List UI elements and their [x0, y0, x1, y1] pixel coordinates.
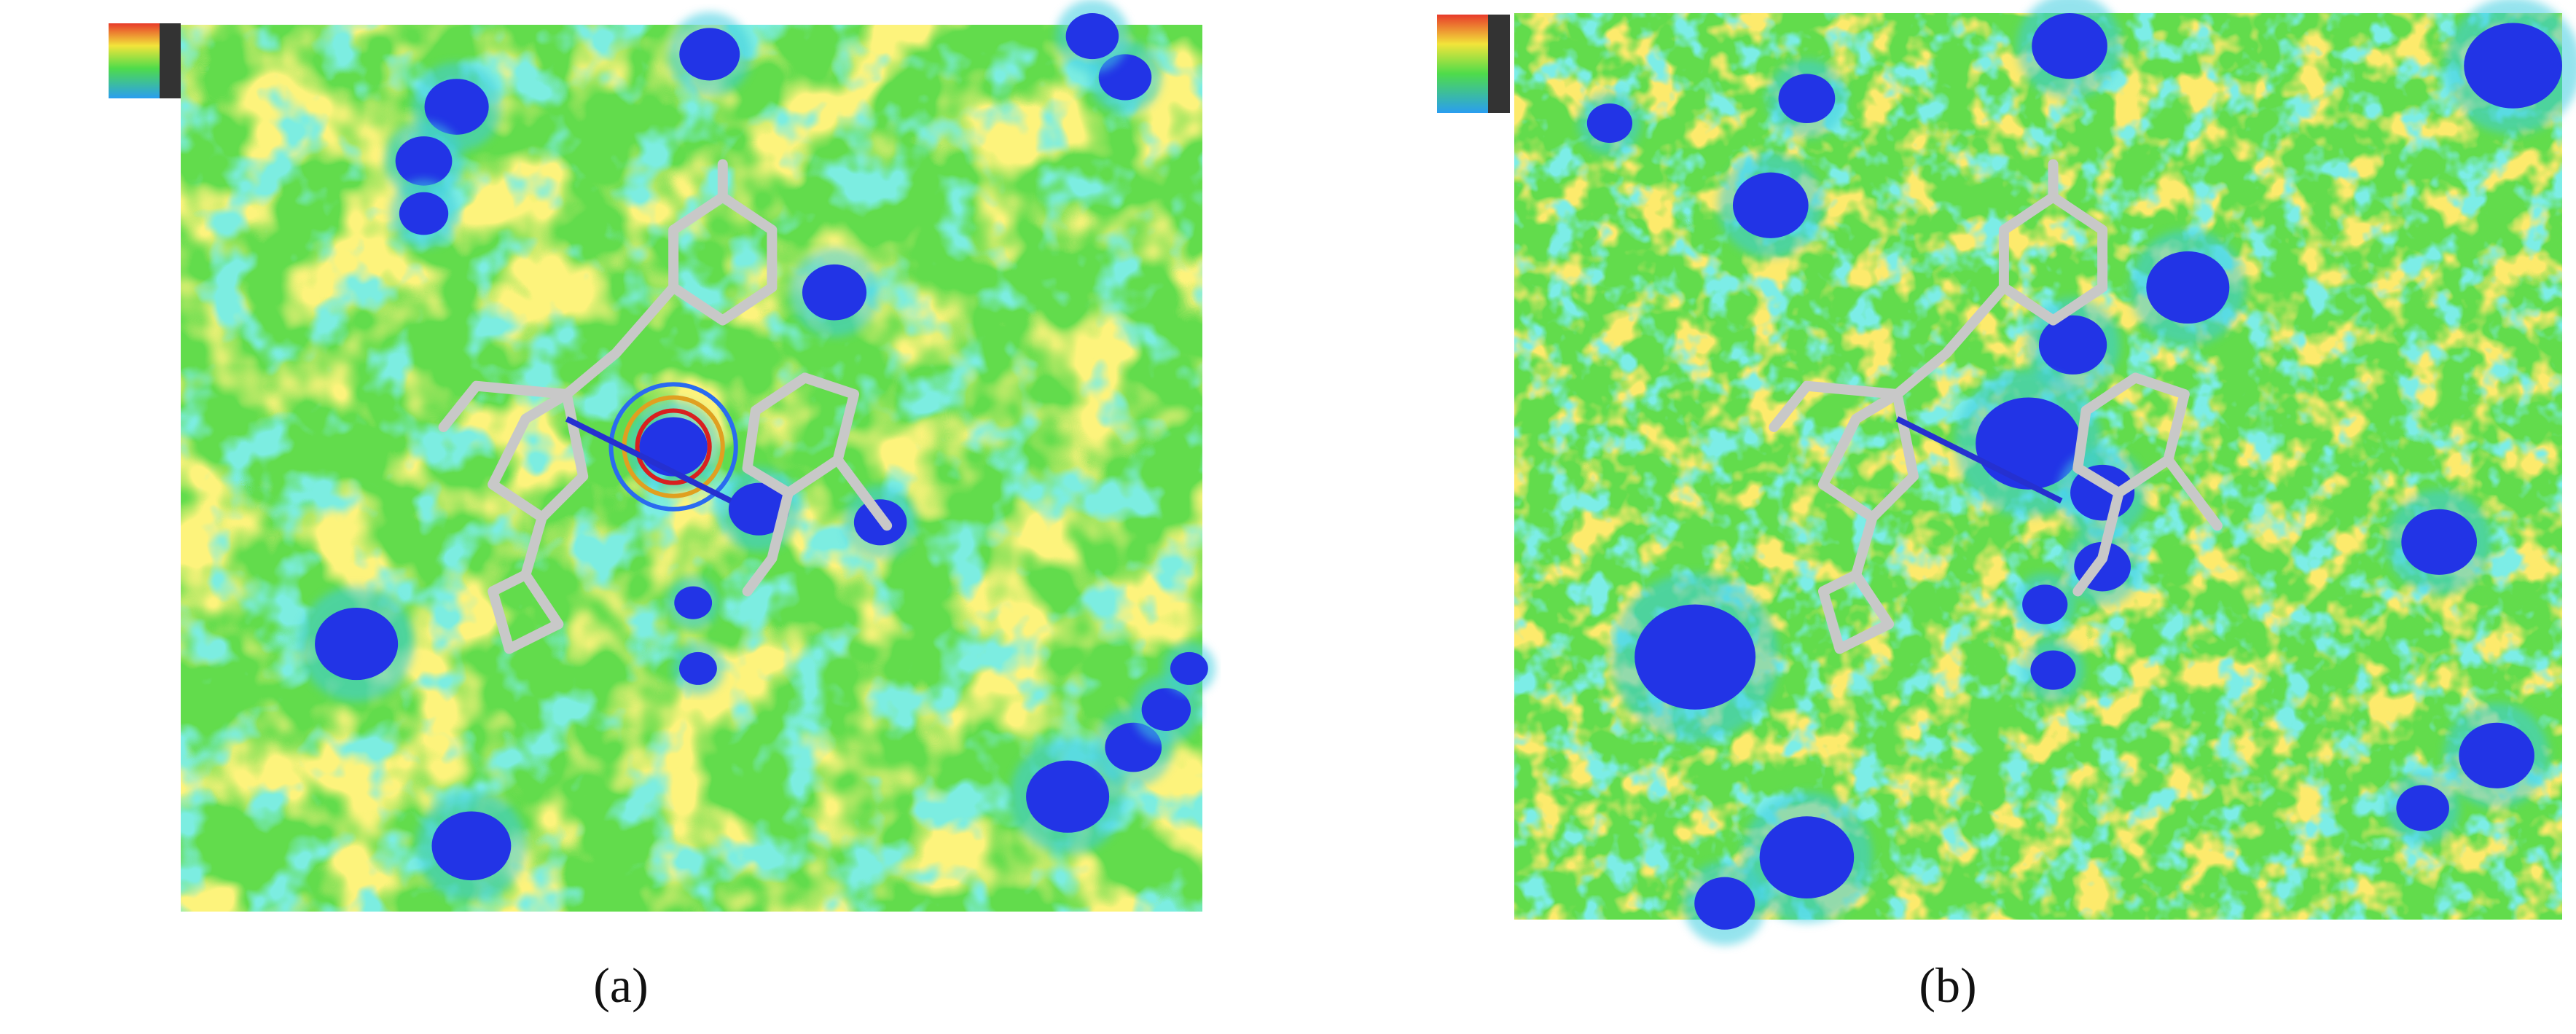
blue-region — [431, 811, 512, 881]
molecule-bond — [438, 380, 572, 433]
molecule-bond — [2072, 487, 2124, 597]
blue-region — [1141, 688, 1191, 732]
panel-a — [109, 0, 1215, 912]
blue-region — [1026, 760, 1110, 833]
color-bar — [1437, 15, 1488, 113]
molecule-bond — [488, 282, 679, 523]
blue-region — [2459, 722, 2534, 788]
molecule-bond — [1769, 380, 1903, 433]
color-bar-labels — [1488, 15, 1510, 113]
blue-region — [728, 482, 789, 536]
blue-region — [1732, 172, 1809, 238]
molecule-bond — [2163, 455, 2223, 531]
blue-region — [1170, 651, 1208, 685]
blue-region — [2401, 509, 2478, 575]
contour-ring — [635, 408, 712, 485]
color-bar — [109, 23, 160, 98]
panel-b — [1437, 0, 2576, 946]
blue-region — [1694, 877, 1755, 930]
panel-label: (b) — [1919, 957, 1976, 1013]
blue-region — [1635, 604, 1756, 710]
blue-region — [315, 607, 399, 681]
molecule-bond — [742, 487, 794, 597]
blue-region — [1586, 103, 1633, 144]
molecule-bond — [1817, 512, 1895, 654]
blue-region — [2030, 650, 2076, 690]
blue-region — [1759, 816, 1855, 898]
color-bar-labels — [160, 23, 181, 98]
blue-region — [679, 651, 717, 685]
molecule-bond — [1817, 282, 2009, 523]
blue-region — [639, 417, 708, 477]
blue-region — [679, 28, 740, 81]
blue-region — [395, 136, 453, 186]
blue-region — [2396, 785, 2449, 831]
molecule-bond — [668, 192, 778, 326]
blue-region — [2464, 23, 2563, 109]
molecule-bond — [832, 455, 893, 531]
molecule-bond — [1998, 192, 2108, 326]
molecule-bond — [565, 416, 732, 504]
molecule-bond — [1895, 416, 2063, 504]
blue-region — [2038, 315, 2107, 375]
blue-region — [2146, 251, 2230, 324]
molecule-bond — [488, 512, 564, 654]
blue-region — [424, 79, 489, 135]
blue-region — [2022, 584, 2068, 624]
blue-region — [1778, 74, 1836, 124]
contour-ring — [608, 382, 738, 512]
blue-region — [802, 264, 867, 321]
blue-region — [1976, 397, 2082, 490]
panel-label: (a) — [593, 957, 648, 1013]
blue-region — [399, 192, 449, 235]
blue-region — [1065, 13, 1119, 60]
blue-region — [2032, 13, 2107, 79]
blue-region — [674, 586, 713, 619]
